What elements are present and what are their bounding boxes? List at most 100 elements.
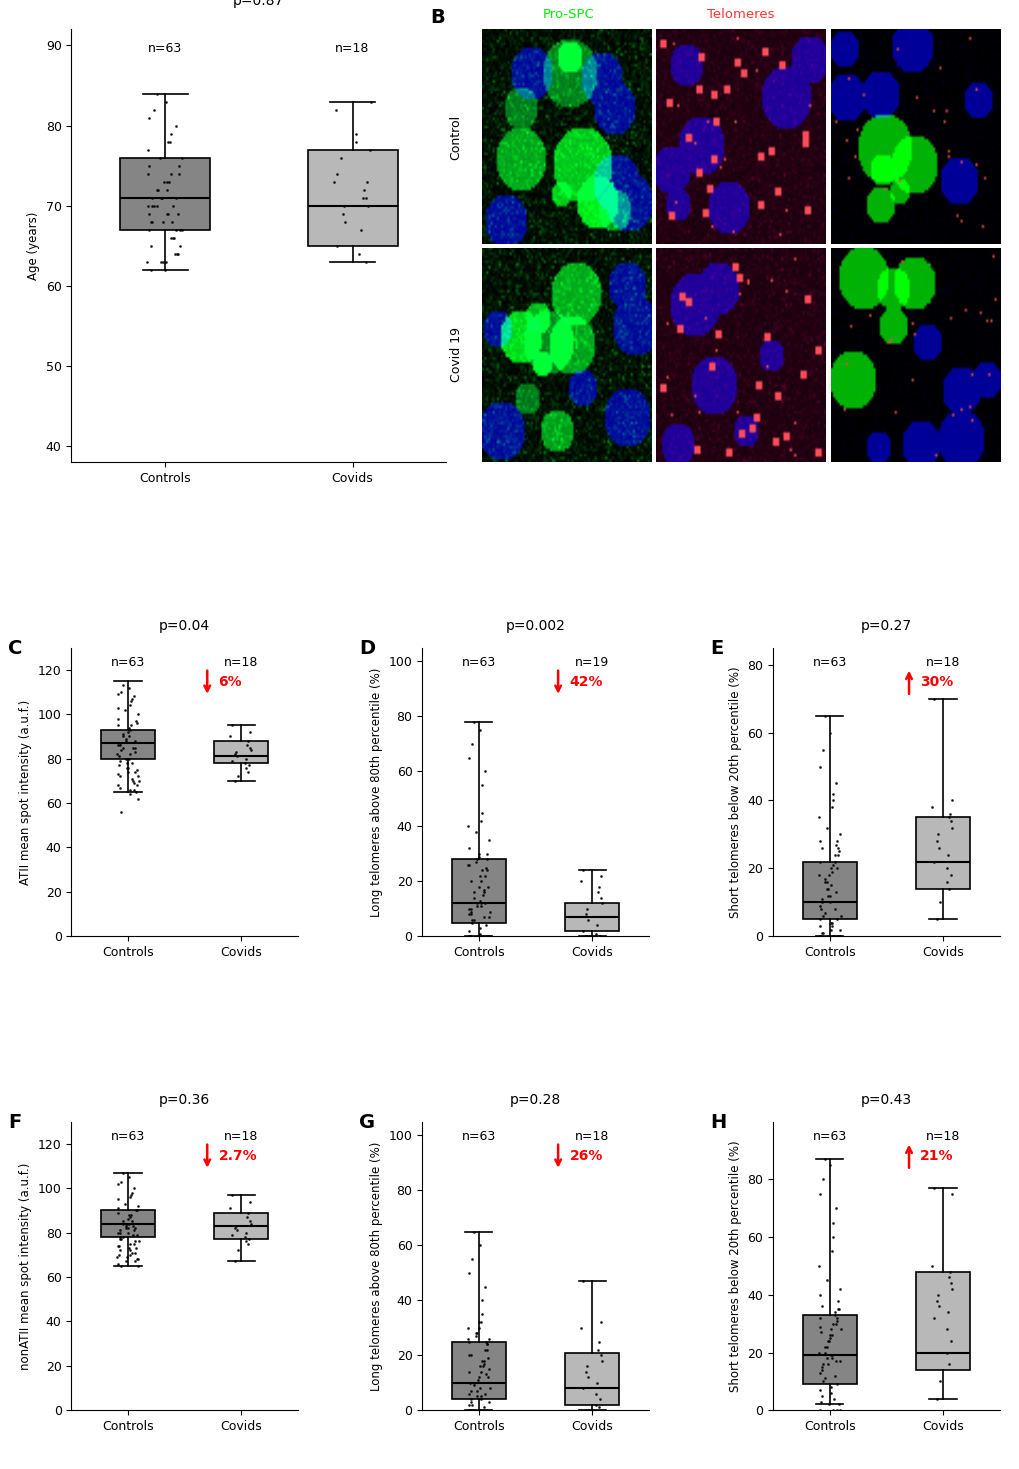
Point (461, 898, 477, 921)
Text: p=0.87: p=0.87 (233, 0, 284, 7)
Point (813, 921, 829, 945)
Point (112, 1238, 128, 1262)
Point (117, 746, 133, 770)
Point (573, 870, 589, 893)
Point (829, 1288, 846, 1312)
Point (824, 1398, 841, 1422)
Point (469, 924, 485, 948)
Point (827, 924, 844, 948)
Point (929, 836, 946, 859)
Point (463, 898, 479, 921)
Point (112, 733, 128, 757)
Point (825, 1303, 842, 1327)
Point (466, 880, 482, 903)
Point (828, 908, 845, 931)
Point (115, 674, 131, 698)
Point (824, 924, 841, 948)
Y-axis label: nonATII mean spot intensity (a.u.f.): nonATII mean spot intensity (a.u.f.) (19, 1162, 33, 1369)
Point (111, 1225, 127, 1249)
Point (239, 1200, 256, 1224)
Point (944, 815, 960, 839)
Point (123, 767, 140, 790)
Point (944, 1277, 960, 1300)
Point (826, 1300, 843, 1324)
Point (938, 1300, 955, 1324)
Point (472, 1376, 488, 1400)
Point (128, 1199, 145, 1222)
Point (130, 1247, 147, 1271)
Point (120, 746, 137, 770)
PathPatch shape (802, 862, 856, 920)
Point (579, 1366, 595, 1390)
Point (173, 145, 190, 169)
Point (461, 1393, 477, 1416)
Point (924, 851, 941, 874)
Point (229, 1238, 246, 1262)
Point (813, 1357, 829, 1381)
Point (821, 1153, 838, 1177)
Point (577, 1398, 593, 1422)
Point (116, 698, 132, 721)
Point (829, 1297, 846, 1321)
Point (819, 924, 836, 948)
Text: n=18: n=18 (224, 1130, 258, 1143)
Point (810, 1341, 826, 1365)
Point (126, 779, 143, 802)
Text: 26%: 26% (569, 1149, 602, 1163)
Point (115, 1210, 131, 1234)
Point (226, 770, 243, 793)
Text: p=0.36: p=0.36 (159, 1093, 210, 1108)
Point (118, 751, 135, 774)
Point (468, 892, 484, 915)
Point (223, 749, 239, 773)
Point (474, 773, 490, 796)
Point (126, 685, 143, 708)
Point (827, 1312, 844, 1335)
Point (110, 1221, 126, 1244)
Point (824, 853, 841, 877)
Point (470, 1310, 486, 1334)
Point (824, 1387, 841, 1410)
Point (121, 1238, 138, 1262)
Point (118, 1246, 135, 1269)
Point (120, 676, 137, 699)
Point (474, 1302, 490, 1325)
Point (943, 1183, 959, 1206)
Point (461, 924, 477, 948)
Point (474, 883, 490, 906)
Point (144, 187, 160, 210)
Point (127, 1241, 144, 1265)
Text: n=63: n=63 (812, 657, 846, 670)
Point (468, 1324, 484, 1347)
Point (153, 250, 169, 273)
Point (811, 851, 827, 874)
Point (169, 203, 185, 226)
Point (822, 918, 839, 942)
Point (128, 1224, 145, 1247)
Point (337, 210, 354, 234)
Point (928, 823, 945, 846)
Point (590, 924, 606, 948)
Point (472, 923, 488, 946)
Point (126, 1232, 143, 1256)
Point (158, 250, 174, 273)
Point (818, 1347, 835, 1371)
Point (466, 908, 482, 931)
Point (462, 902, 478, 925)
Text: C: C (8, 639, 22, 658)
Text: n=63: n=63 (462, 1130, 495, 1143)
Point (578, 924, 594, 948)
Point (479, 848, 495, 871)
Point (115, 1161, 131, 1184)
Point (813, 887, 829, 911)
Point (941, 877, 957, 900)
Text: Pro-SPC: Pro-SPC (542, 7, 593, 21)
Point (927, 908, 944, 931)
Text: Covid 19: Covid 19 (449, 326, 462, 382)
Point (474, 1398, 490, 1422)
Point (814, 1369, 830, 1393)
Point (824, 789, 841, 812)
Point (814, 1353, 830, 1376)
Point (942, 1329, 958, 1353)
Point (113, 801, 129, 824)
